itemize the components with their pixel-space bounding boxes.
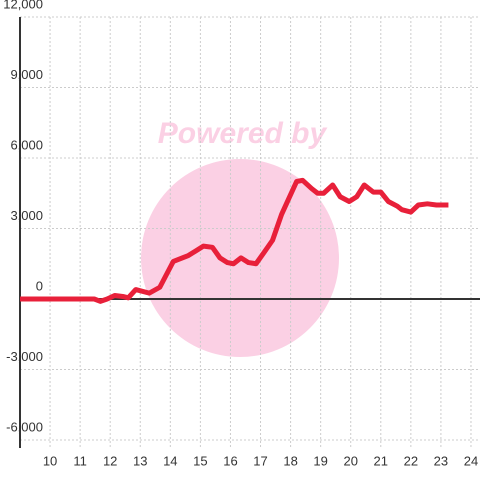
x-tick-label: 17 bbox=[253, 453, 267, 468]
x-tick-label: 22 bbox=[404, 453, 418, 468]
watermark: Powered by bbox=[158, 117, 328, 150]
x-tick-label: 10 bbox=[43, 453, 57, 468]
x-tick-label: 24 bbox=[464, 453, 478, 468]
y-tick-label: 9,000 bbox=[10, 67, 43, 82]
y-tick-label: 6,000 bbox=[10, 137, 43, 152]
x-tick-label: 16 bbox=[223, 453, 237, 468]
x-tick-label: 13 bbox=[133, 453, 147, 468]
data-line bbox=[20, 177, 449, 304]
y-tick-label: 3,000 bbox=[10, 208, 43, 223]
x-tick-label: 14 bbox=[163, 453, 177, 468]
y-tick-label: -3,000 bbox=[6, 349, 43, 364]
y-tick-label: 12,000 bbox=[3, 0, 43, 11]
x-tick-label: 19 bbox=[313, 453, 327, 468]
x-tick-label: 20 bbox=[343, 453, 357, 468]
x-tick-label: 11 bbox=[73, 453, 87, 468]
y-tick-label: 0 bbox=[36, 278, 43, 293]
y-tick-label: -6,000 bbox=[6, 419, 43, 434]
x-tick-label: 18 bbox=[283, 453, 297, 468]
x-tick-label: 21 bbox=[374, 453, 388, 468]
x-tick-label: 23 bbox=[434, 453, 448, 468]
x-tick-label: 15 bbox=[193, 453, 207, 468]
x-tick-label: 12 bbox=[103, 453, 117, 468]
